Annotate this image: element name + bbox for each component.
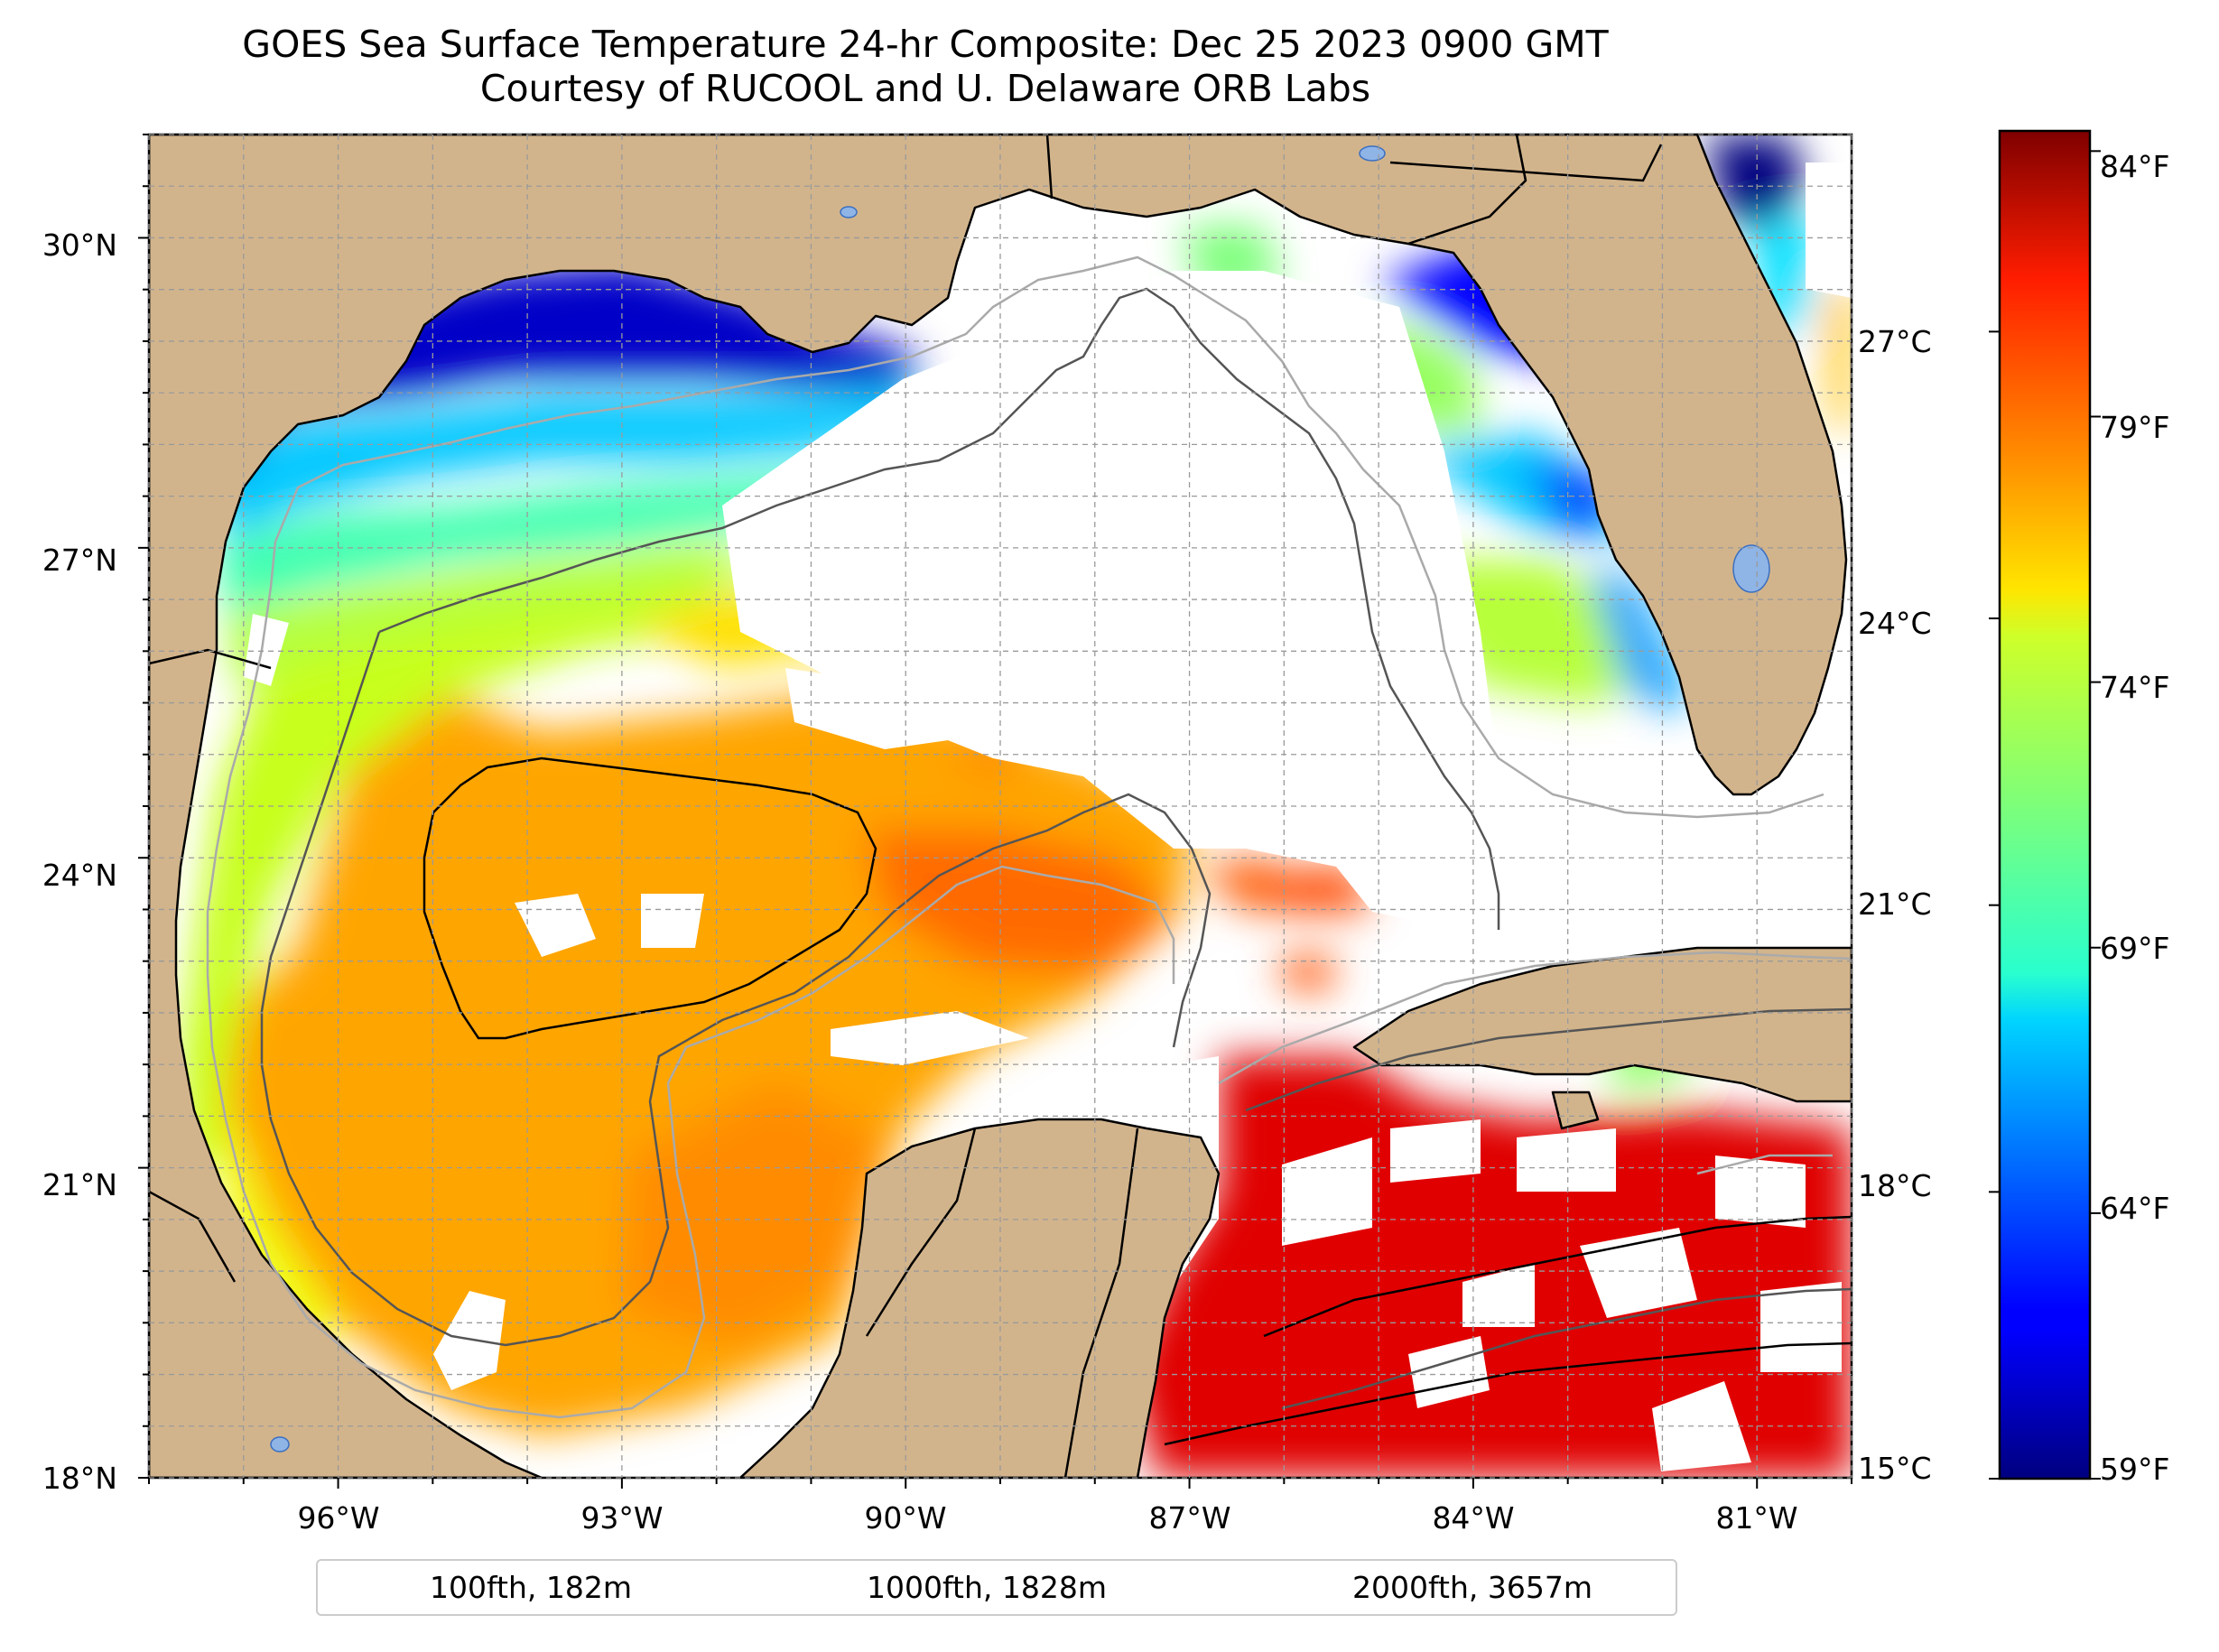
colorbar-fahrenheit-label: 59°F (2100, 1452, 2170, 1487)
colorbar-celsius-label: 15°C (1858, 1451, 1932, 1486)
lon-label: 84°W (1432, 1500, 1515, 1536)
colorbar-fahrenheit-label: 84°F (2100, 149, 2170, 184)
colorbar-celsius-label: 27°C (1858, 324, 1932, 359)
colorbar-fahrenheit-label: 64°F (2100, 1191, 2170, 1226)
legend: 100fth, 182m 1000fth, 1828m 2000fth, 365… (316, 1559, 1677, 1616)
legend-item: 1000fth, 1828m (867, 1561, 1107, 1614)
contour-100fth (206, 255, 1852, 1419)
lon-label: 81°W (1715, 1500, 1798, 1536)
legend-item: 100fth, 182m (430, 1561, 632, 1614)
legend-label-100fth: 100fth, 182m (430, 1570, 632, 1605)
colorbar-celsius-label: 21°C (1858, 886, 1932, 922)
land (149, 135, 1852, 1478)
lon-label: 90°W (864, 1500, 947, 1536)
colorbar-fahrenheit-label: 69°F (2100, 931, 2170, 966)
colorbar (1998, 129, 2092, 1480)
legend-label-2000fth: 2000fth, 3657m (1352, 1570, 1592, 1605)
lon-label: 93°W (580, 1500, 664, 1536)
chart-title: GOES Sea Surface Temperature 24-hr Compo… (242, 23, 1609, 66)
colorbar-celsius-label: 18°C (1858, 1168, 1932, 1203)
chart-subtitle: Courtesy of RUCOOL and U. Delaware ORB L… (479, 67, 1371, 110)
lon-label: 96°W (297, 1500, 380, 1536)
lat-label: 30°N (42, 227, 117, 263)
colorbar-celsius-label: 24°C (1858, 606, 1932, 641)
lat-label: 21°N (42, 1167, 117, 1202)
contour-1000fth (260, 287, 1852, 1410)
legend-item: 2000fth, 3657m (1352, 1561, 1592, 1614)
legend-label-1000fth: 1000fth, 1828m (867, 1570, 1107, 1605)
axis-ticks (138, 134, 1852, 1489)
lat-label: 27°N (42, 543, 117, 578)
lat-label: 18°N (42, 1461, 117, 1496)
gridlines (148, 134, 1852, 1479)
colorbar-fahrenheit-label: 79°F (2100, 410, 2170, 445)
lat-label: 24°N (42, 858, 117, 893)
colorbar-fahrenheit-label: 74°F (2100, 670, 2170, 705)
borders (149, 135, 1663, 1478)
lon-label: 87°W (1148, 1500, 1231, 1536)
colorbar-ticks (1989, 150, 2101, 1480)
